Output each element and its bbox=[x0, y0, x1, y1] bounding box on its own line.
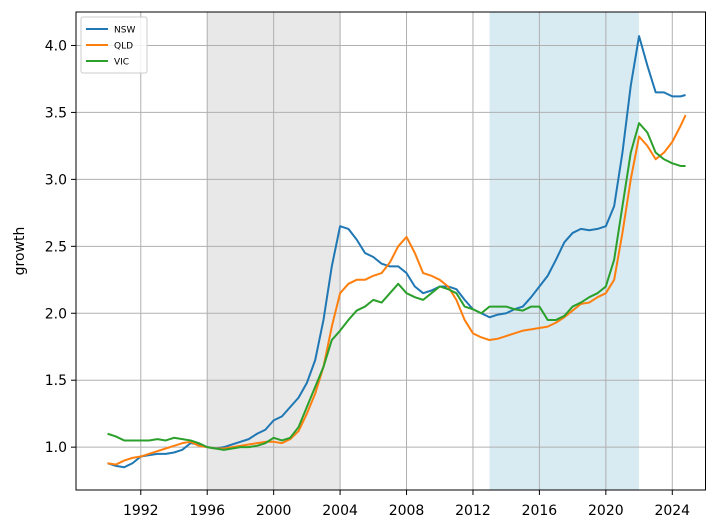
y-tick-label: 3.5 bbox=[45, 105, 67, 121]
x-tick-label: 2000 bbox=[256, 503, 292, 519]
x-tick-label: 2016 bbox=[522, 503, 558, 519]
axes-frame bbox=[75, 11, 706, 491]
legend-box bbox=[80, 16, 148, 74]
y-axis-label: growth bbox=[12, 227, 28, 276]
x-tick-label: 2012 bbox=[455, 503, 491, 519]
legend-label: VIC bbox=[114, 58, 129, 68]
x-tick-label: 1996 bbox=[189, 503, 225, 519]
x-tick-label: 2004 bbox=[322, 503, 358, 519]
x-tick-label: 2020 bbox=[588, 503, 624, 519]
x-tick-label: 1992 bbox=[123, 503, 159, 519]
x-tick-label: 2008 bbox=[389, 503, 425, 519]
y-tick-label: 1.0 bbox=[45, 440, 67, 456]
y-tick-label: 2.0 bbox=[45, 306, 67, 322]
y-tick-label: 2.5 bbox=[45, 239, 67, 255]
y-tick-label: 3.0 bbox=[45, 172, 67, 188]
legend-label: QLD bbox=[114, 42, 133, 52]
legend-label: NSW bbox=[114, 26, 135, 36]
y-tick-label: 4.0 bbox=[45, 38, 67, 54]
y-tick-label: 1.5 bbox=[45, 373, 67, 389]
series-group bbox=[107, 35, 687, 469]
series-line bbox=[107, 122, 686, 451]
shaded-span bbox=[489, 12, 640, 490]
x-tick-label: 2024 bbox=[654, 503, 690, 519]
